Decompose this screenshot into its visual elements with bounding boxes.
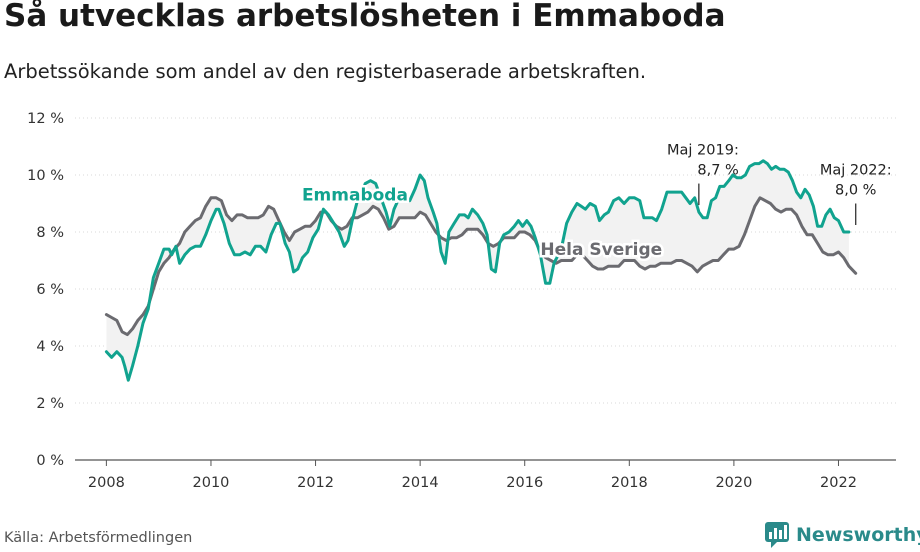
x-tick-label: 2022 — [820, 475, 857, 491]
annotation-label: 8,0 % — [835, 183, 876, 199]
x-tick-label: 2014 — [402, 475, 439, 491]
y-tick-label: 12 % — [27, 111, 64, 127]
series-labels: Emmaboda Hela Sverige — [299, 183, 664, 262]
x-tick-label: 2018 — [611, 475, 648, 491]
annotations: Maj 2019: 8,7 % Maj 2022: 8,0 % — [667, 143, 892, 225]
x-tick-label: 2020 — [715, 475, 752, 491]
x-tick-label: 2012 — [297, 475, 334, 491]
series-line-hela-sverige — [104, 196, 858, 337]
newsworthy-logo[interactable]: Newsworthy — [764, 519, 920, 551]
series-label-hela-sverige: Hela Sverige — [540, 240, 662, 260]
newsworthy-icon — [765, 522, 789, 548]
y-tick-label: 0 % — [36, 453, 64, 469]
annotation-label: Maj 2022: — [820, 163, 892, 179]
chart-subtitle: Arbetssökande som andel av den registerb… — [4, 60, 647, 83]
y-tick-label: 8 % — [36, 225, 64, 241]
annotation-label: Maj 2019: — [667, 143, 739, 159]
x-tick-label: 2010 — [193, 475, 230, 491]
y-tick-label: 4 % — [36, 339, 64, 355]
y-tick-label: 2 % — [36, 396, 64, 412]
axes: 0 % 2 % 4 % 6 % 8 % 10 % 12 % 2008 2010 2012 2014 2… — [27, 111, 896, 491]
difference-band — [106, 160, 849, 381]
series-label-emmaboda: Emmaboda — [302, 186, 408, 206]
source-note: Källa: Arbetsförmedlingen — [4, 530, 193, 546]
y-tick-label: 10 % — [27, 168, 64, 184]
annotation-label: 8,7 % — [697, 163, 738, 179]
series-line-emmaboda — [104, 159, 851, 382]
grid-lines — [75, 117, 896, 404]
brand-name: Newsworthy — [796, 524, 920, 546]
y-tick-label: 6 % — [36, 282, 64, 298]
chart-title: Så utvecklas arbetslösheten i Emmaboda — [4, 0, 726, 34]
x-tick-label: 2008 — [88, 475, 125, 491]
series-lines — [104, 159, 858, 382]
x-tick-label: 2016 — [506, 475, 543, 491]
